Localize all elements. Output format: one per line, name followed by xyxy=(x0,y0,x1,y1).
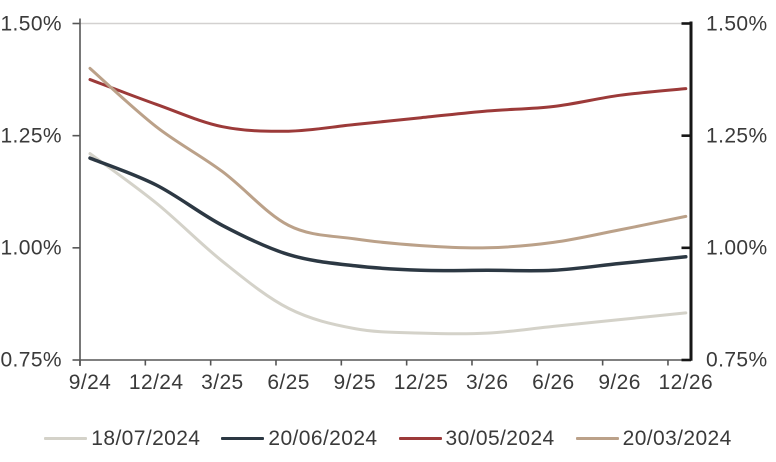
x-axis-tick-label: 3/26 xyxy=(465,371,509,394)
y-axis-tick-label-right: 1.50% xyxy=(706,12,768,35)
x-axis-tick-label: 9/26 xyxy=(598,371,641,394)
x-axis-tick-label: 12/24 xyxy=(128,371,184,394)
y-axis-tick-label-left: 1.25% xyxy=(0,124,62,148)
x-axis-tick-label: 12/25 xyxy=(393,371,449,394)
legend-item: 30/05/2024 xyxy=(398,427,555,450)
legend-item: 20/06/2024 xyxy=(221,427,377,450)
x-axis-tick-label: 9/24 xyxy=(68,371,112,394)
legend-line-swatch xyxy=(221,436,265,441)
legend-line-swatch xyxy=(44,436,88,441)
y-axis-tick-label-left: 1.00% xyxy=(0,236,62,260)
y-axis-tick-label-right: 1.25% xyxy=(706,124,768,148)
x-axis-tick-label: 9/25 xyxy=(333,371,377,394)
legend-line-swatch xyxy=(398,436,442,441)
legend-item: 18/07/2024 xyxy=(44,427,200,450)
x-axis-tick-label: 6/26 xyxy=(532,371,575,394)
chart-legend: 18/07/2024 20/06/2024 30/05/2024 20/03/2… xyxy=(0,427,776,450)
x-axis-tick-label: 6/25 xyxy=(267,371,310,394)
legend-label: 20/03/2024 xyxy=(622,427,732,450)
y-axis-tick-label-left: 1.50% xyxy=(0,12,62,35)
y-axis-tick-label-right: 0.75% xyxy=(706,348,768,372)
y-axis-tick-label-left: 0.75% xyxy=(0,348,62,372)
legend-label: 30/05/2024 xyxy=(445,427,555,450)
x-axis-tick-label: 12/26 xyxy=(658,371,714,394)
x-axis-tick-label: 3/25 xyxy=(201,371,244,394)
legend-item: 20/03/2024 xyxy=(575,427,732,450)
legend-label: 20/06/2024 xyxy=(268,427,378,450)
legend-label: 18/07/2024 xyxy=(91,427,201,450)
y-axis-tick-label-right: 1.00% xyxy=(706,236,768,260)
legend-line-swatch xyxy=(575,436,619,441)
